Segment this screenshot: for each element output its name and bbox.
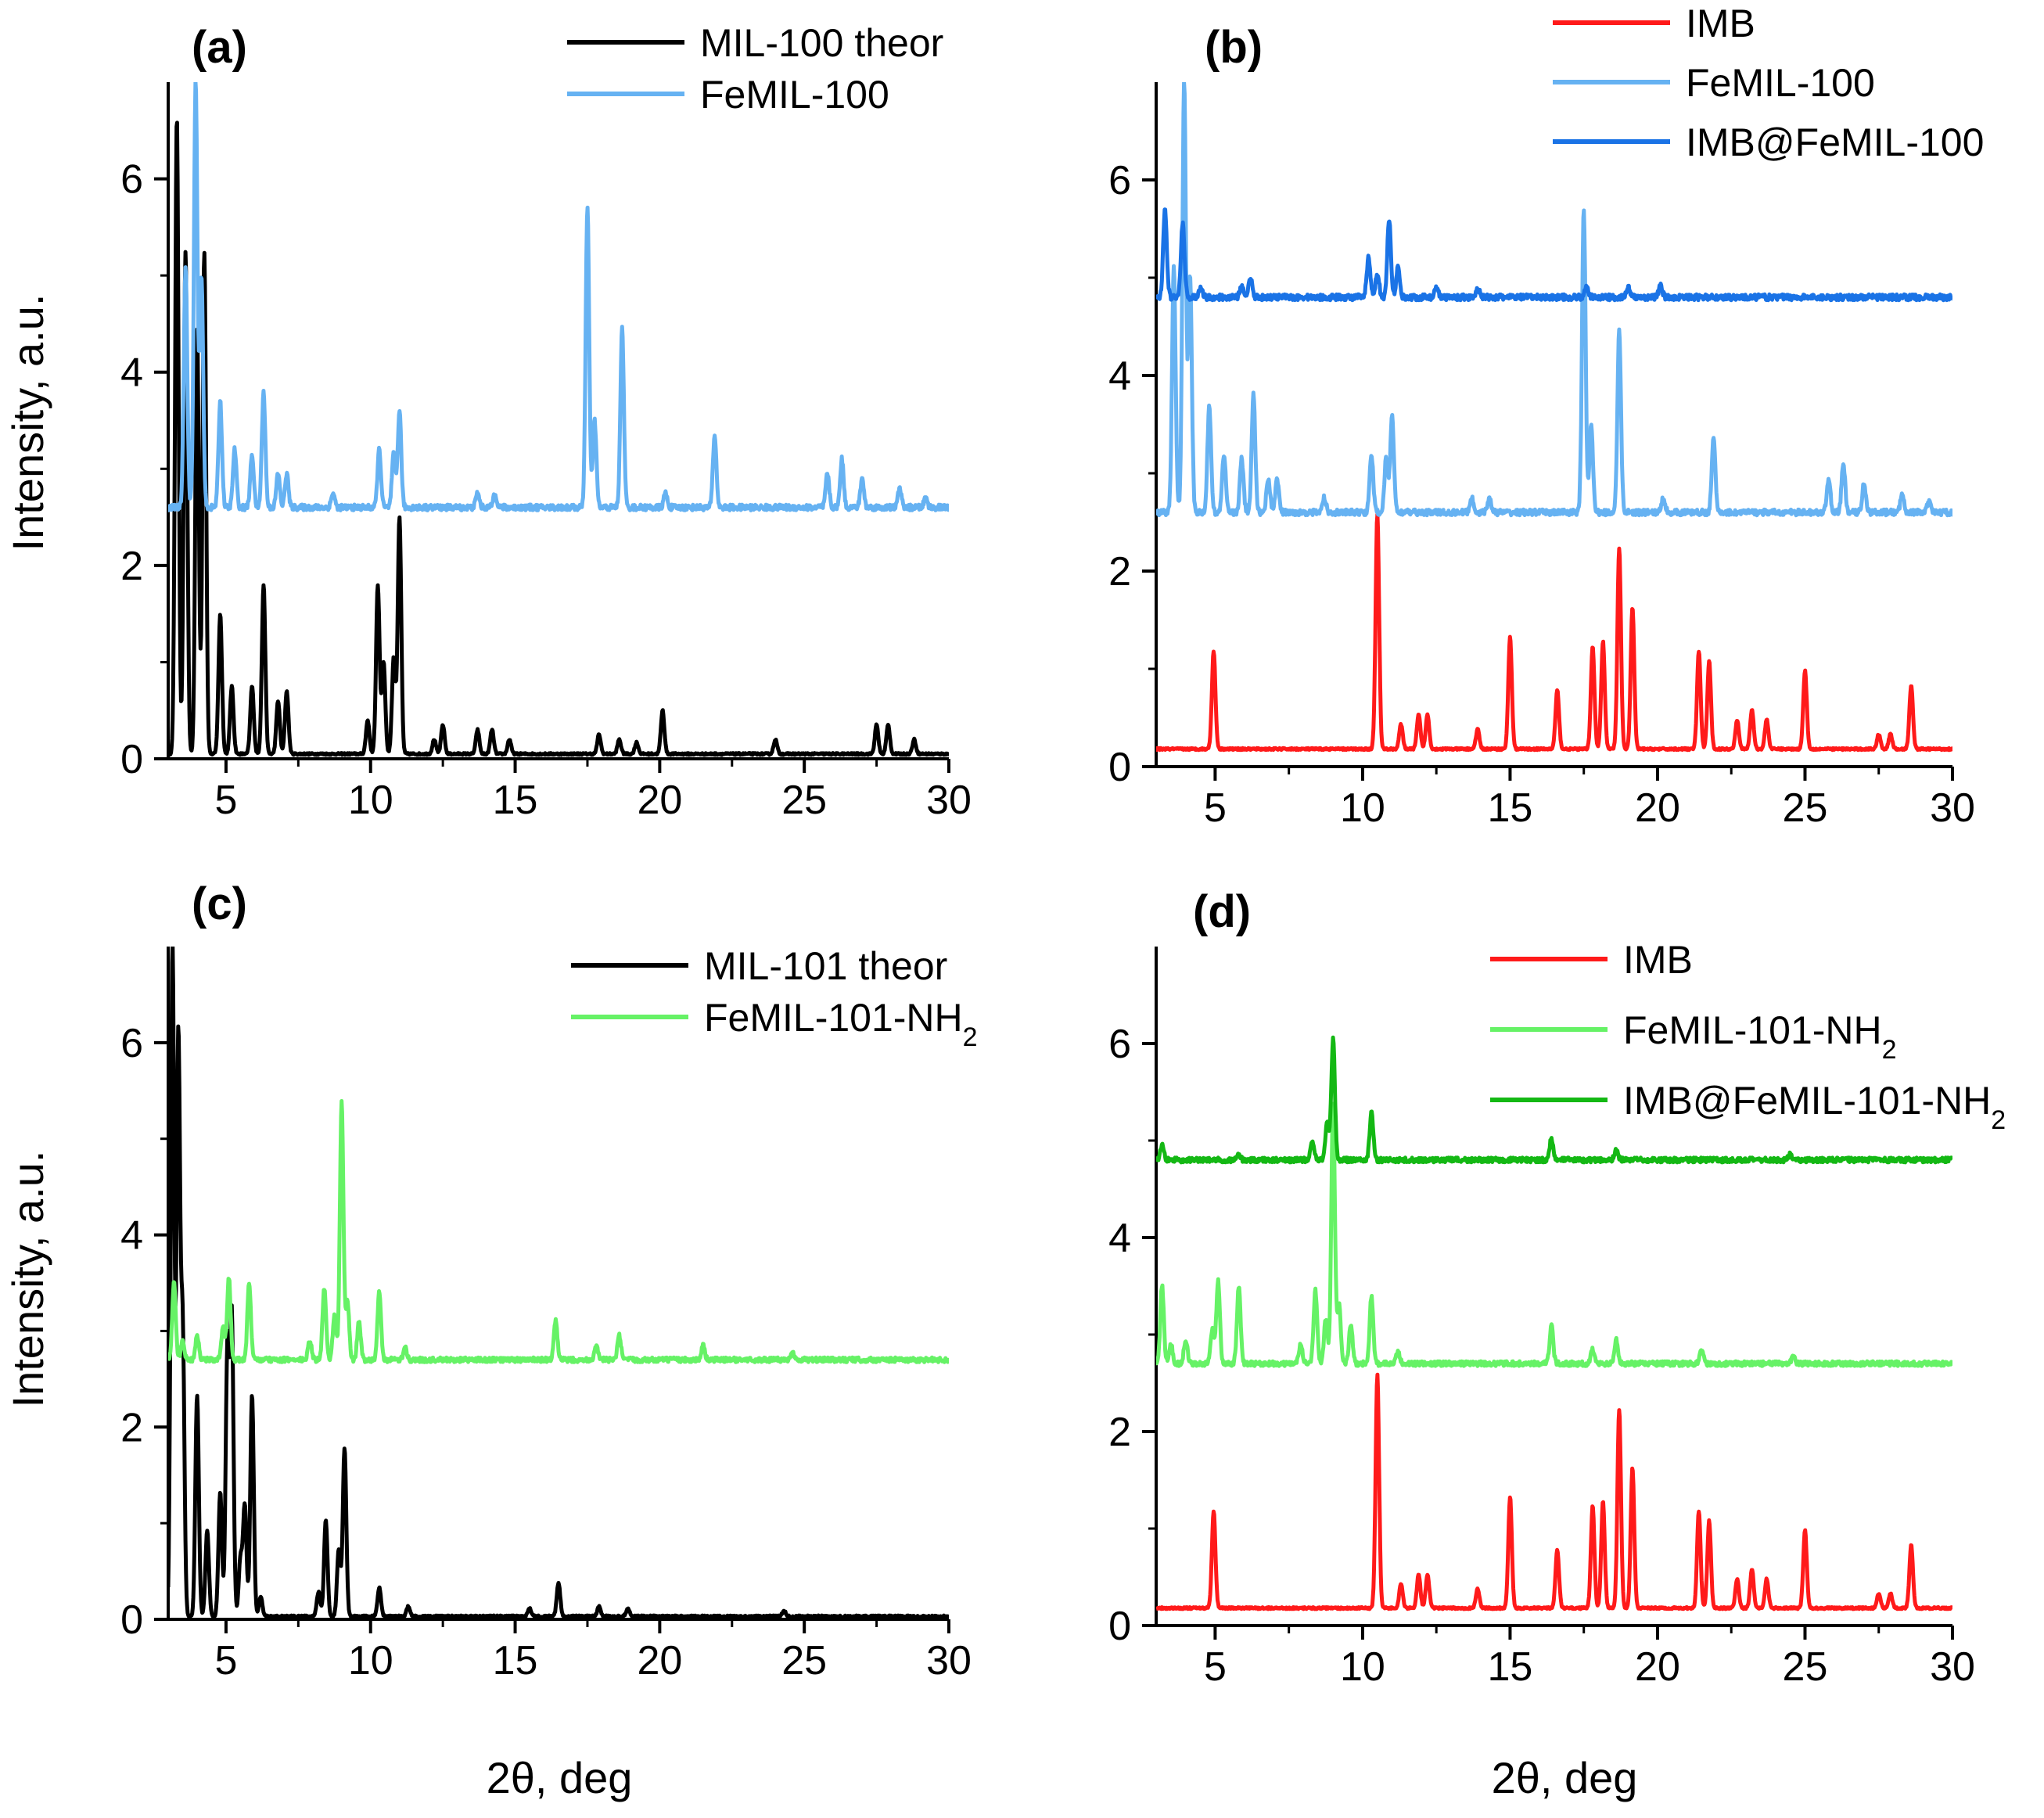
- y-tick-label: 2: [1108, 1410, 1131, 1455]
- x-tick-label: 10: [1340, 785, 1385, 831]
- x-tick-label: 30: [1930, 785, 1975, 831]
- y-tick-label: 0: [1108, 745, 1131, 790]
- y-tick-label: 2: [1108, 549, 1131, 595]
- x-tick-label: 30: [926, 1638, 972, 1683]
- y-tick-label: 4: [1108, 1216, 1131, 1261]
- x-tick-label: 10: [348, 1638, 393, 1683]
- series-line-femil-100: [1156, 82, 1952, 518]
- legend-label: FeMIL-101-NH2: [704, 996, 978, 1052]
- series-line-mil-100-theor: [168, 120, 949, 757]
- legend-label: IMB: [1686, 2, 1755, 45]
- y-tick-label: 6: [1108, 158, 1131, 203]
- legend-label: IMB: [1623, 938, 1693, 982]
- series-line-mil-101-theor: [168, 947, 949, 1619]
- series-line-imb: [1156, 1372, 1952, 1611]
- legend-label: MIL-101 theor: [704, 944, 947, 988]
- x-tick-label: 20: [1635, 785, 1680, 831]
- y-tick-label: 2: [120, 544, 143, 589]
- panel-label: (b): [1205, 22, 1263, 73]
- x-tick-label: 5: [1204, 785, 1227, 831]
- y-tick-label: 6: [1108, 1022, 1131, 1067]
- y-tick-label: 0: [120, 1597, 143, 1643]
- panel-a: 5 10 15 20 25 30 0 2 4 6 MIL-100 theor FeMIL-100 (a): [120, 21, 972, 823]
- panel-b: 5 10 15 20 25 30 0 2 4 6 IMB FeMIL-100 IMB@FeMIL-100…: [1108, 2, 1984, 831]
- x-axis-title-left: 2θ, deg: [487, 1753, 633, 1802]
- series-line-femil-101-nh2: [1156, 1101, 1952, 1368]
- x-tick-label: 30: [1930, 1644, 1975, 1690]
- x-axis-title-right: 2θ, deg: [1492, 1753, 1638, 1802]
- x-tick-label: 30: [926, 778, 972, 823]
- series-line-imb: [1156, 512, 1952, 753]
- series-line-imb-femil-100: [1156, 207, 1952, 303]
- y-tick-label: 2: [120, 1405, 143, 1450]
- y-tick-label: 4: [120, 350, 143, 396]
- series-line-femil-100: [168, 82, 949, 512]
- x-tick-label: 20: [637, 1638, 682, 1683]
- x-tick-label: 20: [637, 778, 682, 823]
- panel-d: 5 10 15 20 25 30 0 2 4 6 IMB FeMIL-101-NH2 IMB@FeMIL…: [1108, 886, 2006, 1690]
- panel-c: 5 10 15 20 25 30 0 2 4 6 MIL-101 theor FeMIL-101-NH…: [120, 878, 977, 1683]
- x-tick-label: 15: [493, 1638, 538, 1683]
- y-axis-title-top: Intensity, a.u.: [3, 294, 52, 552]
- x-tick-label: 20: [1635, 1644, 1680, 1690]
- y-tick-label: 0: [120, 737, 143, 782]
- y-tick-label: 6: [120, 157, 143, 203]
- x-tick-label: 25: [781, 778, 827, 823]
- x-tick-label: 15: [493, 778, 538, 823]
- x-tick-label: 25: [781, 1638, 827, 1683]
- panel-label: (a): [192, 22, 247, 73]
- legend-label: FeMIL-100: [700, 73, 889, 117]
- x-tick-label: 15: [1488, 1644, 1533, 1690]
- panel-label: (c): [192, 878, 247, 929]
- x-tick-label: 5: [214, 1638, 237, 1683]
- x-tick-label: 25: [1783, 1644, 1828, 1690]
- legend-label: IMB@FeMIL-101-NH2: [1623, 1079, 2006, 1135]
- legend-label: FeMIL-101-NH2: [1623, 1008, 1897, 1065]
- legend-label: IMB@FeMIL-100: [1686, 120, 1984, 164]
- x-tick-label: 25: [1783, 785, 1828, 831]
- series-line-imb-femil-101-nh2: [1156, 1035, 1952, 1165]
- y-axis-title-bottom: Intensity, a.u.: [3, 1151, 52, 1408]
- legend-label: FeMIL-100: [1686, 61, 1875, 105]
- x-tick-label: 15: [1488, 785, 1533, 831]
- x-tick-label: 10: [1340, 1644, 1385, 1690]
- x-tick-label: 5: [214, 778, 237, 823]
- series-line-femil-101-nh2: [168, 1099, 949, 1364]
- legend-label: MIL-100 theor: [700, 21, 943, 65]
- y-tick-label: 0: [1108, 1604, 1131, 1649]
- y-tick-label: 6: [120, 1021, 143, 1066]
- panel-label: (d): [1193, 886, 1251, 937]
- y-tick-label: 4: [120, 1213, 143, 1259]
- x-tick-label: 10: [348, 778, 393, 823]
- x-tick-label: 5: [1204, 1644, 1227, 1690]
- y-tick-label: 4: [1108, 354, 1131, 399]
